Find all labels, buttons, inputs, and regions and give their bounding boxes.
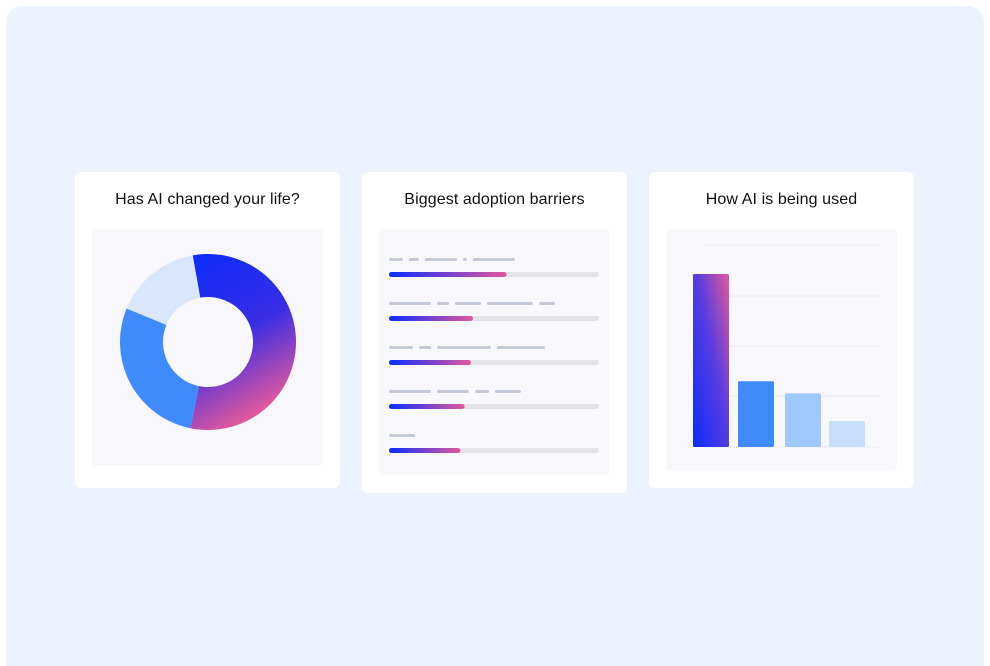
barrier-label-placeholder-2-4 <box>487 302 533 305</box>
barriers-chart <box>389 258 599 453</box>
barrier-bar-5 <box>389 448 461 453</box>
card-ai-usage: How AI is being used <box>649 172 914 488</box>
donut-slice-2 <box>119 308 199 429</box>
barrier-bar-2 <box>389 316 473 321</box>
barrier-label-placeholder-3-2 <box>419 346 431 349</box>
donut-slice-3 <box>126 255 201 325</box>
barrier-label-placeholder-5-1 <box>389 434 415 437</box>
barriers-panel <box>379 229 610 475</box>
card-title-adoption-barriers: Biggest adoption barriers <box>404 191 585 208</box>
barrier-bar-4 <box>389 404 465 409</box>
usage-bar-1 <box>693 274 729 447</box>
donut-chart <box>119 254 297 430</box>
usage-chart <box>693 244 880 448</box>
barrier-label-placeholder-1-1 <box>389 258 403 261</box>
barrier-label-placeholder-4-2 <box>437 390 469 393</box>
donut-panel <box>92 229 323 466</box>
barrier-label-placeholder-3-4 <box>497 346 545 349</box>
barrier-label-placeholder-4-3 <box>475 390 489 393</box>
usage-bar-2 <box>738 381 774 447</box>
card-title-ai-usage: How AI is being used <box>705 191 858 208</box>
usage-bar-3 <box>785 393 821 447</box>
barrier-label-placeholder-4-4 <box>495 390 521 393</box>
card-title-life-change: Has AI changed your life? <box>115 191 300 208</box>
usage-panel <box>666 229 897 470</box>
barrier-label-placeholder-1-5 <box>473 258 515 261</box>
barrier-label-placeholder-3-1 <box>389 346 413 349</box>
barrier-label-placeholder-1-2 <box>409 258 419 261</box>
barrier-label-placeholder-2-3 <box>455 302 481 305</box>
barrier-bar-3 <box>389 360 471 365</box>
barrier-label-placeholder-2-2 <box>437 302 449 305</box>
barrier-label-placeholder-2-5 <box>539 302 555 305</box>
barrier-label-placeholder-1-3 <box>425 258 457 261</box>
card-adoption-barriers: Biggest adoption barriers <box>362 172 627 493</box>
barrier-label-placeholder-3-3 <box>437 346 491 349</box>
usage-bar-4 <box>829 421 865 447</box>
barrier-bar-1 <box>389 272 507 277</box>
barrier-label-placeholder-4-1 <box>389 390 431 393</box>
dashboard-canvas: Has AI changed your life? Biggest adopti… <box>6 6 984 666</box>
barrier-label-placeholder-2-1 <box>389 302 431 305</box>
donut-slice-1 <box>190 254 297 430</box>
card-life-change: Has AI changed your life? <box>75 172 340 488</box>
barrier-label-placeholder-1-4 <box>463 258 467 261</box>
